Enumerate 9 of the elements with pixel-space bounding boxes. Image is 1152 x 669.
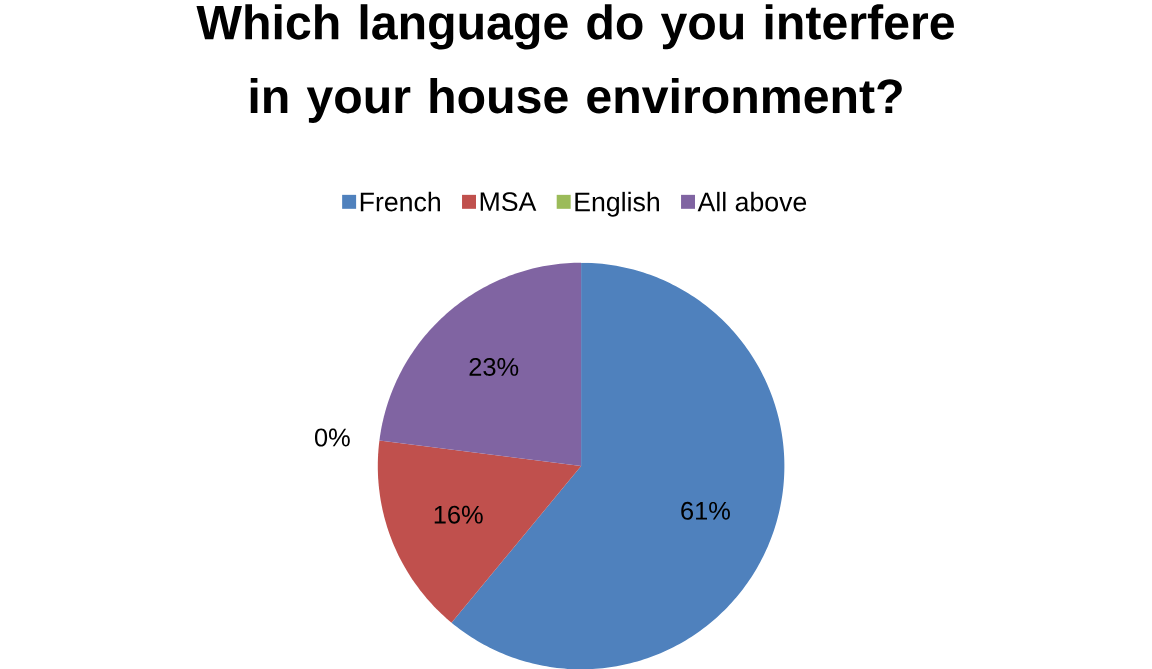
chart-title: Which language do you interfere in your house environment? xyxy=(196,4,954,123)
legend-label: All above xyxy=(697,191,807,212)
legend-label: MSA xyxy=(480,192,537,211)
data-label: 23% xyxy=(469,357,519,376)
data-label: 16% xyxy=(434,505,483,524)
data-label: 61% xyxy=(681,501,730,520)
text: 0% xyxy=(314,428,350,447)
legend-label: French xyxy=(360,191,440,212)
legend-label: English xyxy=(575,191,659,217)
